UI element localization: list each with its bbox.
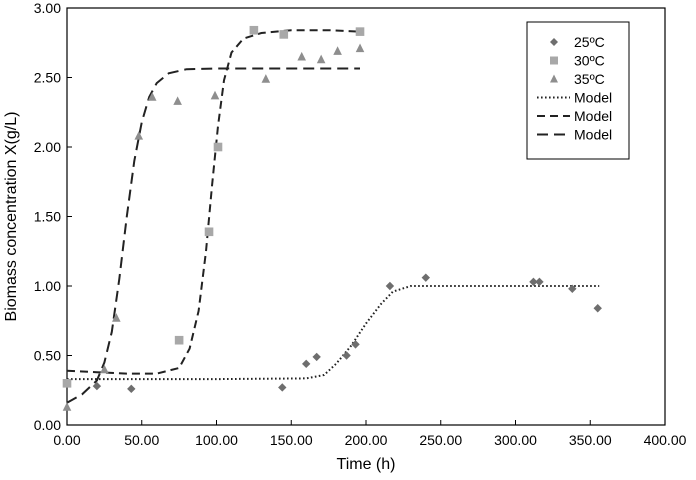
legend-label: 30ºC: [574, 53, 605, 69]
legend: 25ºC 30ºC 35ºC Model Model Model: [526, 21, 630, 160]
data-point-triangle: [100, 364, 109, 374]
x-tick-label: 400.00: [644, 432, 687, 448]
y-tick-label: 1.00: [34, 278, 61, 294]
legend-marker-square: [550, 56, 558, 65]
data-point-diamond: [278, 383, 287, 392]
x-tick-label: 250.00: [419, 432, 462, 448]
x-tick-label: 300.00: [494, 432, 537, 448]
data-point-square: [213, 142, 223, 152]
legend-label: Model: [574, 108, 612, 124]
legend-marker-triangle: [550, 74, 558, 83]
data-point-diamond: [127, 384, 136, 394]
data-point-square: [204, 227, 214, 237]
legend-box: [526, 21, 630, 160]
data-point-triangle: [316, 54, 326, 64]
legend-marker-diamond: [550, 38, 558, 46]
data-point-triangle: [333, 46, 342, 55]
y-tick-label: 3.00: [34, 0, 61, 16]
y-tick-label: 2.00: [34, 139, 61, 155]
x-tick-label: 100.00: [195, 432, 238, 448]
data-point-triangle: [173, 96, 182, 105]
data-point-triangle: [112, 313, 121, 322]
x-tick-label: 350.00: [569, 432, 612, 448]
data-point-triangle: [134, 131, 144, 140]
data-point-square: [355, 27, 365, 36]
model-curve-dotted: [67, 285, 600, 381]
y-axis-title: Biomass concentration X(g/L): [3, 112, 20, 322]
data-point-triangle: [297, 51, 307, 61]
data-point-square: [279, 30, 289, 39]
series-35C: [62, 43, 365, 411]
data-point-triangle: [261, 74, 271, 83]
data-point-diamond: [568, 284, 577, 293]
x-axis: 0.00 50.00 100.00 150.00 200.00 250.00 300.00 3…: [53, 420, 687, 448]
x-tick-label: 0.00: [53, 432, 80, 448]
y-tick-label: 2.50: [34, 70, 61, 86]
legend-label: 25ºC: [574, 34, 605, 50]
data-point-triangle: [210, 90, 220, 100]
data-point-diamond: [312, 352, 321, 362]
data-point-triangle: [147, 92, 157, 101]
legend-label: Model: [574, 90, 612, 106]
data-point-diamond: [385, 281, 395, 291]
y-tick-label: 1.50: [34, 209, 61, 225]
x-tick-label: 50.00: [124, 432, 159, 448]
y-tick-label: 0.00: [34, 417, 61, 433]
model-curve-dashed: [66, 29, 361, 375]
series-30C: [62, 25, 365, 388]
legend-label: Model: [574, 127, 612, 143]
model-curve-long-dash: [66, 67, 360, 404]
data-point-diamond: [351, 340, 360, 349]
x-tick-label: 150.00: [270, 432, 313, 448]
y-axis: 0.00 0.50 1.00 1.50 2.00 2.50 3.00: [34, 0, 72, 433]
data-point-diamond: [529, 277, 538, 287]
model-curves: [66, 29, 600, 404]
x-axis-title: Time (h): [337, 456, 396, 473]
data-point-diamond: [421, 273, 430, 282]
data-point-square: [249, 25, 259, 35]
series-25C: [92, 273, 602, 394]
data-point-diamond: [535, 277, 544, 287]
data-points: [62, 25, 602, 411]
data-point-diamond: [342, 351, 351, 360]
data-point-triangle: [355, 43, 365, 53]
y-tick-label: 0.50: [34, 348, 61, 364]
data-point-triangle: [62, 402, 72, 411]
data-point-square: [174, 335, 184, 345]
x-tick-label: 200.00: [345, 432, 388, 448]
data-point-diamond: [593, 304, 602, 313]
legend-label: 35ºC: [574, 71, 605, 87]
data-point-diamond: [92, 381, 102, 391]
data-point-square: [62, 379, 72, 388]
data-point-diamond: [302, 359, 311, 369]
